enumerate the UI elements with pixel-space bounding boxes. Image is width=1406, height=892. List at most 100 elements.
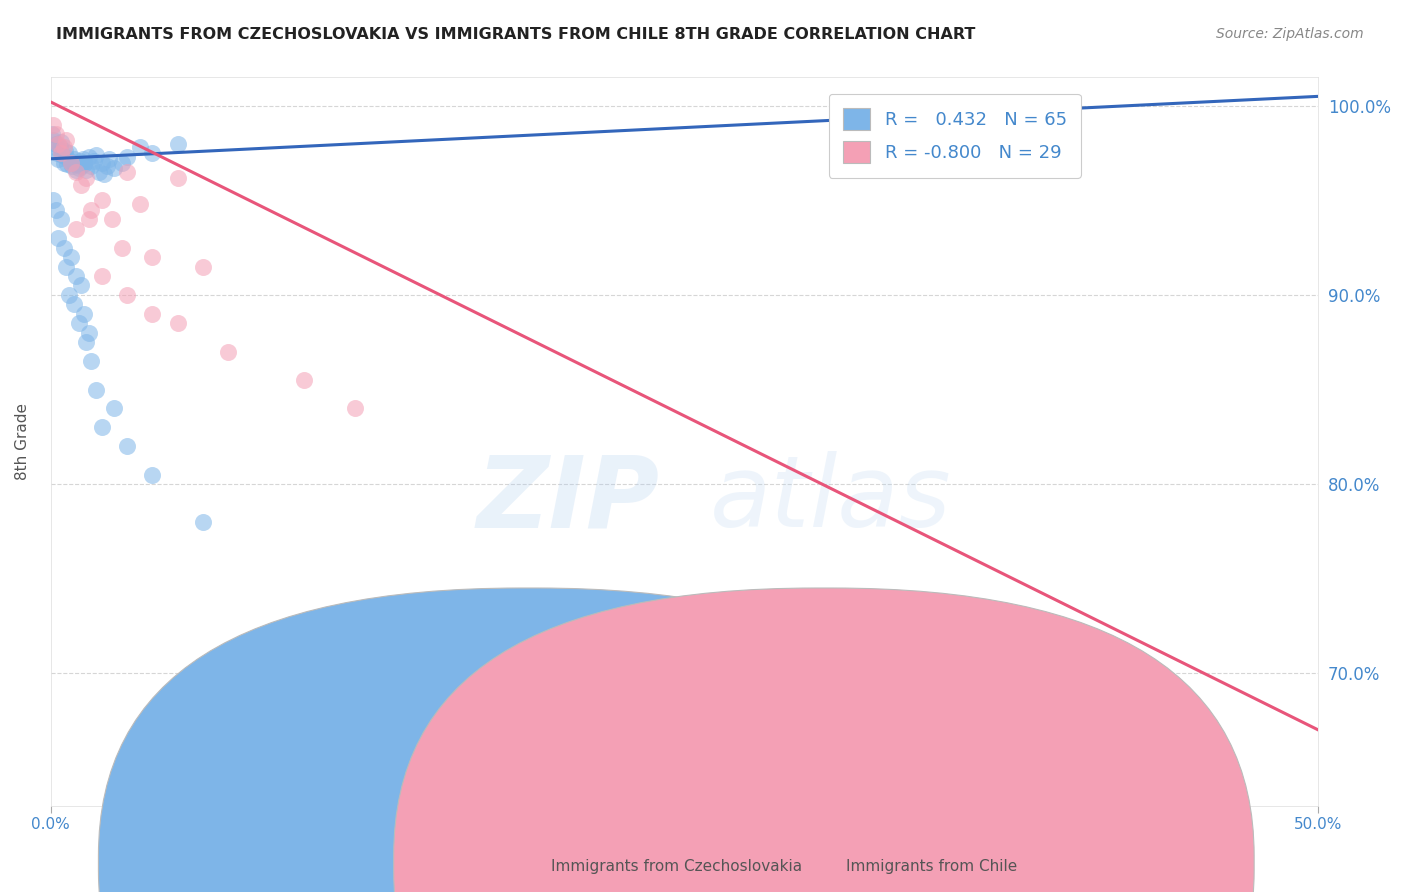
Point xyxy=(80,159,103,173)
Point xyxy=(65,268,87,283)
Point xyxy=(55,133,77,147)
Point xyxy=(111,155,134,169)
Point xyxy=(73,307,96,321)
Point xyxy=(45,136,67,151)
Point xyxy=(87,165,110,179)
Point xyxy=(60,155,83,169)
Point xyxy=(60,159,83,173)
Point xyxy=(90,194,112,208)
Point xyxy=(217,344,239,359)
Point xyxy=(42,118,65,132)
Point xyxy=(49,146,72,161)
Point xyxy=(42,133,65,147)
Text: Immigrants from Czechoslovakia: Immigrants from Czechoslovakia xyxy=(551,859,803,873)
Point xyxy=(141,467,163,482)
Point xyxy=(128,197,150,211)
Point xyxy=(65,163,87,178)
Point xyxy=(93,167,115,181)
Point xyxy=(45,202,67,217)
Point xyxy=(86,383,108,397)
Point xyxy=(90,420,112,434)
FancyBboxPatch shape xyxy=(394,588,1254,892)
Point xyxy=(69,153,91,168)
Point xyxy=(62,297,84,311)
Point xyxy=(115,165,138,179)
Point xyxy=(49,212,72,227)
Point xyxy=(60,250,83,264)
Point xyxy=(67,316,90,330)
Point xyxy=(48,152,70,166)
Point xyxy=(166,170,188,185)
Point xyxy=(98,152,121,166)
Point xyxy=(58,288,80,302)
Point xyxy=(344,401,367,416)
Text: ZIP: ZIP xyxy=(477,451,659,549)
Point xyxy=(115,150,138,164)
Point xyxy=(65,165,87,179)
Point xyxy=(77,150,100,164)
Point xyxy=(103,401,125,416)
Point xyxy=(52,155,75,169)
Point xyxy=(90,155,112,169)
Point xyxy=(111,241,134,255)
Point xyxy=(73,155,96,169)
Point xyxy=(44,140,66,154)
Point xyxy=(48,231,70,245)
Point xyxy=(115,439,138,453)
Legend: R =   0.432   N = 65, R = -0.800   N = 29: R = 0.432 N = 65, R = -0.800 N = 29 xyxy=(828,94,1081,178)
Point xyxy=(90,268,112,283)
Point xyxy=(75,335,97,350)
Point xyxy=(77,212,100,227)
Point xyxy=(55,150,77,164)
Point xyxy=(51,148,73,162)
Point xyxy=(56,157,79,171)
Point xyxy=(166,136,188,151)
Point xyxy=(58,146,80,161)
Point xyxy=(96,159,118,173)
Text: Source: ZipAtlas.com: Source: ZipAtlas.com xyxy=(1216,27,1364,41)
Text: atlas: atlas xyxy=(710,451,952,549)
Point xyxy=(45,127,67,141)
Point xyxy=(63,157,86,171)
Point xyxy=(41,127,63,141)
Point xyxy=(52,241,75,255)
Point xyxy=(115,288,138,302)
Text: IMMIGRANTS FROM CZECHOSLOVAKIA VS IMMIGRANTS FROM CHILE 8TH GRADE CORRELATION CH: IMMIGRANTS FROM CZECHOSLOVAKIA VS IMMIGR… xyxy=(56,27,976,42)
Point xyxy=(141,146,163,161)
Point xyxy=(292,373,315,387)
Point xyxy=(65,221,87,235)
Point xyxy=(62,152,84,166)
Point xyxy=(48,140,70,154)
FancyBboxPatch shape xyxy=(98,588,959,892)
Point xyxy=(191,515,214,529)
Point xyxy=(103,161,125,176)
Point xyxy=(166,316,188,330)
Y-axis label: 8th Grade: 8th Grade xyxy=(15,403,30,480)
Point xyxy=(83,153,105,168)
Text: Immigrants from Chile: Immigrants from Chile xyxy=(846,859,1018,873)
Point xyxy=(141,250,163,264)
Point xyxy=(128,140,150,154)
Point xyxy=(86,148,108,162)
Point xyxy=(55,260,77,274)
Point xyxy=(48,136,70,151)
Point xyxy=(59,153,82,168)
Point xyxy=(141,307,163,321)
Point xyxy=(52,140,75,154)
Point xyxy=(46,146,69,161)
Point xyxy=(80,202,103,217)
Point xyxy=(70,178,93,193)
Point xyxy=(42,194,65,208)
Point xyxy=(72,152,94,166)
Point xyxy=(70,278,93,293)
Point xyxy=(77,326,100,340)
Point xyxy=(73,157,96,171)
Point xyxy=(927,751,949,765)
Point xyxy=(66,155,89,169)
Point xyxy=(100,212,122,227)
Point xyxy=(49,135,72,149)
Point xyxy=(67,161,90,176)
Point xyxy=(53,145,76,159)
Point xyxy=(70,159,93,173)
Point xyxy=(60,155,83,169)
